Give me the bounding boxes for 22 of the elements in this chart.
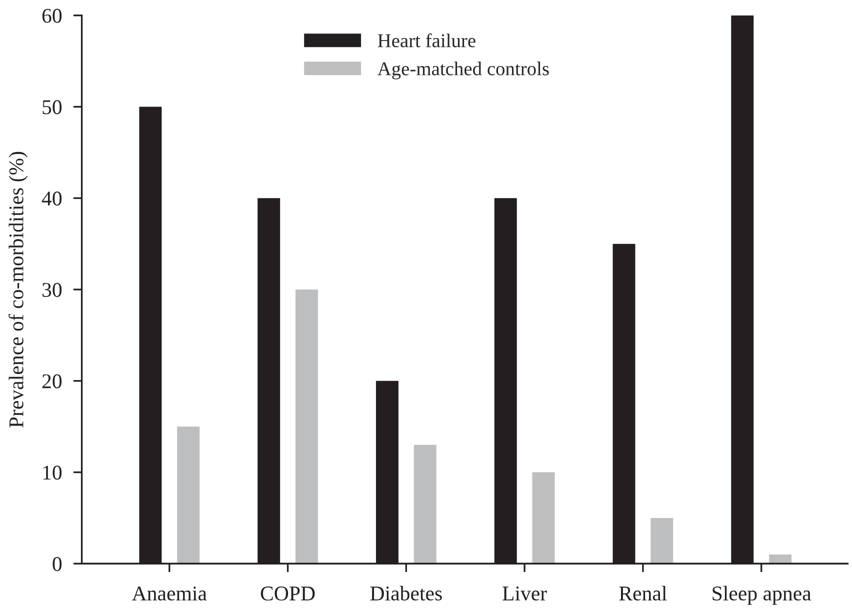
y-tick-label: 60 [42,8,62,23]
y-tick-label: 40 [42,192,62,206]
legend-label: Age-matched controls [377,62,549,80]
x-tick-label: Diabetes [370,586,442,601]
x-tick-label: COPD [260,586,315,601]
bar [414,444,436,564]
x-tick-label: Anaemia [132,586,207,601]
y-tick-label: 0 [52,557,62,572]
y-tick-label: 20 [42,374,62,388]
y-tick-label: 10 [43,466,62,480]
y-tick-label: 30 [42,282,62,297]
x-tick-label: Renal [619,586,667,601]
bar [177,426,200,564]
bar [532,472,555,564]
bar [769,554,792,564]
legend-label: Heart failure [378,33,476,48]
y-tick-label: 50 [42,100,62,114]
y-axis-title: Prevalence of co-morbidities (%) [8,152,28,428]
bar [295,290,318,564]
x-tick-label: Sleep apnea [712,586,812,605]
bar [650,518,674,564]
x-tick-label: Liver [502,586,547,601]
